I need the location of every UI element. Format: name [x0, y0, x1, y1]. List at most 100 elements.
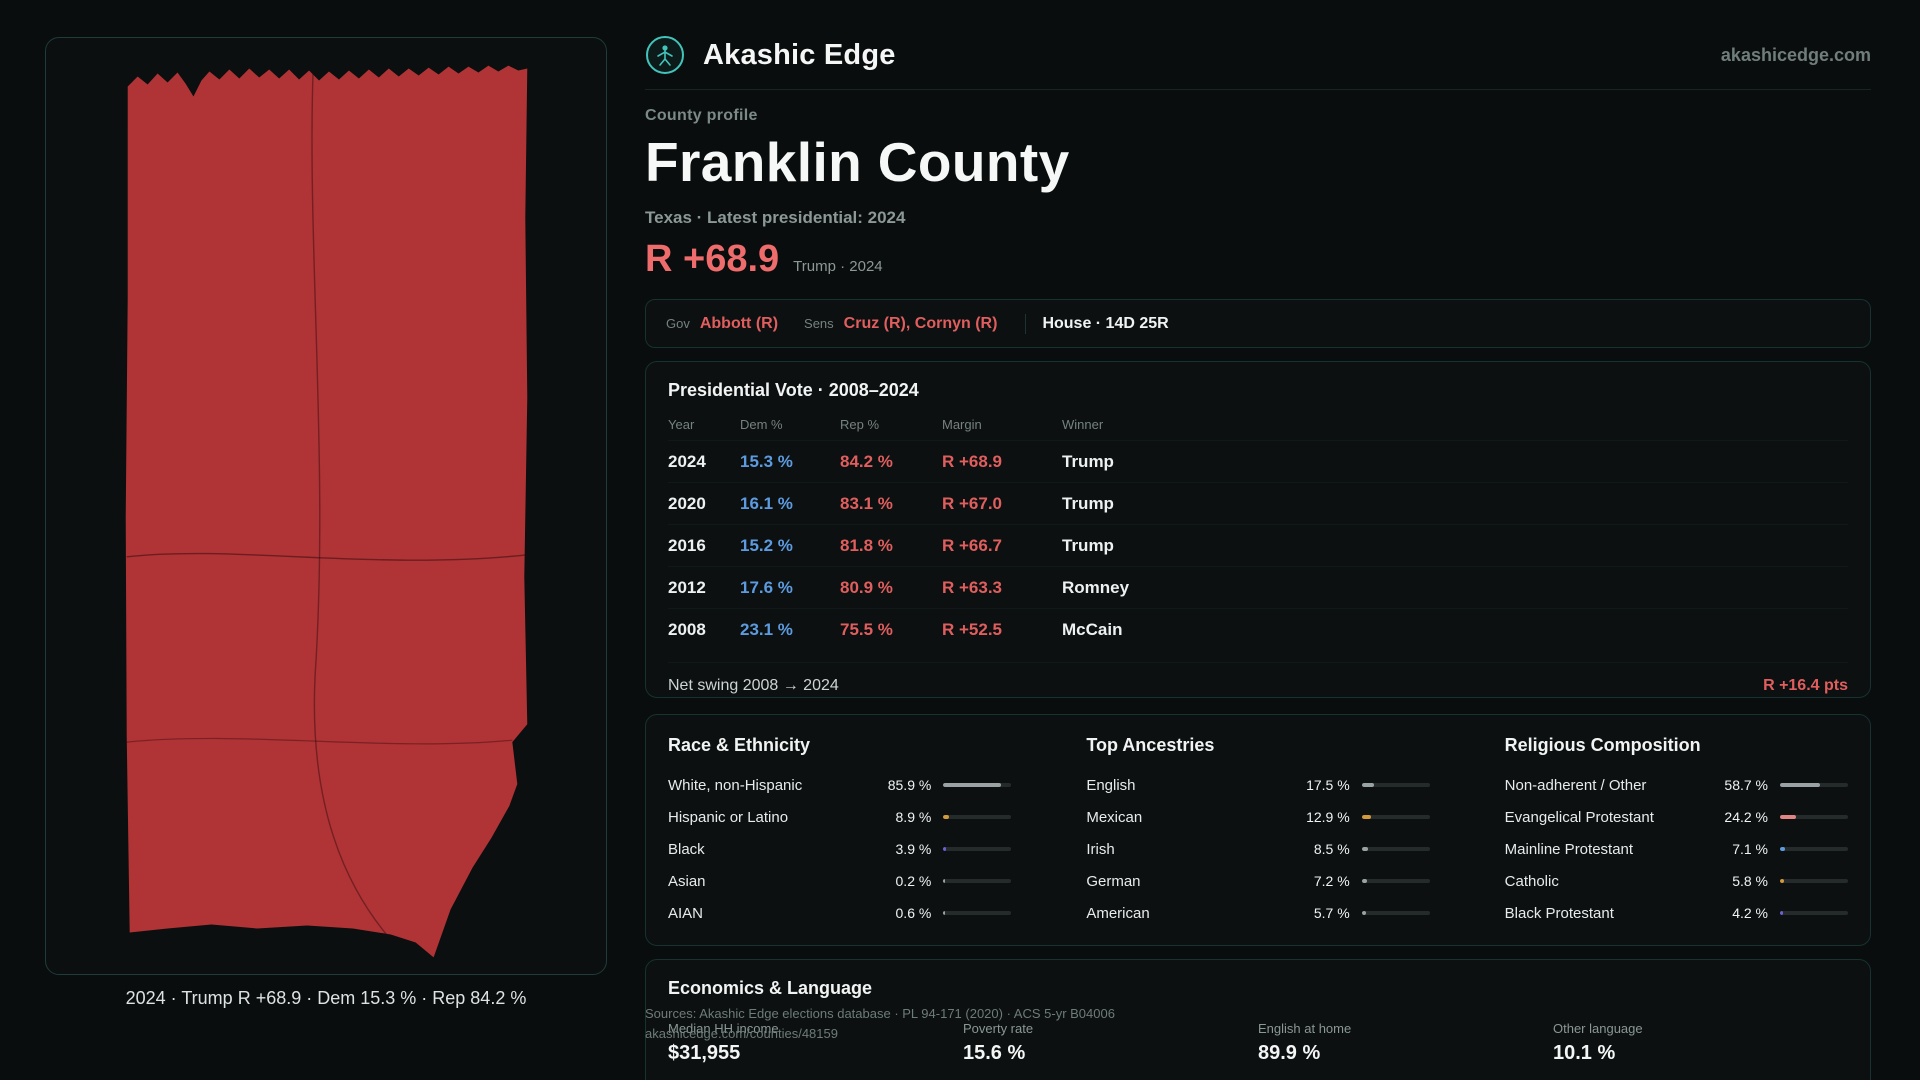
vote-cell-dem: 15.3 % — [740, 451, 793, 471]
demographics-bar — [943, 783, 1012, 787]
net-swing-value: R +16.4 pts — [1763, 677, 1848, 694]
demographics-column-title: Top Ancestries — [1086, 735, 1215, 755]
site-link[interactable]: akashicedge.com — [1720, 44, 1871, 65]
vote-cell-dem: 15.2 % — [740, 535, 793, 555]
demographics-label: Black Protestant — [1504, 904, 1614, 922]
vote-cell-winner: Romney — [1062, 577, 1130, 597]
demographics-value: 4.2 % — [1732, 905, 1768, 921]
vote-table-row: 2008 23.1 % 75.5 % R +52.5 McCain — [668, 608, 1848, 650]
demographics-value: 24.2 % — [1724, 809, 1768, 825]
demographics-row: Hispanic or Latino 8.9 % — [668, 801, 1012, 833]
demographics-label: German — [1086, 872, 1141, 890]
vote-cell-winner: Trump — [1062, 535, 1114, 555]
demographics-value: 3.9 % — [895, 841, 932, 857]
headline-margin: R +68.9 Trump · 2024 — [645, 238, 883, 281]
demographics-value: 8.9 % — [895, 809, 932, 825]
sources-line: Sources: Akashic Edge elections database… — [645, 1006, 1115, 1021]
vote-cell-rep: 80.9 % — [840, 577, 893, 597]
vote-cell-margin: R +52.5 — [942, 619, 1003, 639]
page-title: Franklin County — [645, 131, 1070, 193]
econ-stat-label: English at home — [1258, 1021, 1352, 1036]
vote-column-label: Dem % — [740, 417, 783, 432]
margin-value: R +68.9 — [645, 238, 780, 280]
vote-table-row: 2024 15.3 % 84.2 % R +68.9 Trump — [668, 440, 1848, 482]
officials-divider — [1025, 313, 1027, 334]
vote-cell-rep: 75.5 % — [840, 619, 893, 639]
demographics-bar — [1361, 911, 1430, 915]
demographics-row: German 7.2 % — [1086, 865, 1430, 897]
vote-table-row: 2020 16.1 % 83.1 % R +67.0 Trump — [668, 482, 1848, 524]
gov-label: Gov — [666, 316, 690, 331]
demographics-value: 58.7 % — [1724, 777, 1768, 793]
demographics-bar — [1780, 815, 1848, 819]
site-header: Akashic Edge akashicedge.com — [645, 33, 1871, 77]
econ-stat: Other language 10.1 % — [1553, 1021, 1848, 1065]
net-swing-label: Net swing 2008 → 2024 — [668, 677, 839, 694]
vote-column-label: Winner — [1062, 417, 1104, 432]
demographics-bar — [1361, 879, 1430, 883]
header-divider — [645, 89, 1871, 90]
vote-cell-margin: R +67.0 — [942, 493, 1003, 513]
vote-cell-rep: 81.8 % — [840, 535, 893, 555]
officials-bar: Gov Abbott (R) Sens Cruz (R), Cornyn (R)… — [645, 299, 1871, 348]
demographics-value: 85.9 % — [887, 777, 932, 793]
gov-value: Abbott (R) — [699, 314, 779, 332]
demographics-label: Mexican — [1086, 808, 1143, 826]
county-map — [125, 65, 528, 958]
demographics-label: Asian — [668, 872, 706, 890]
demographics-column: Race & Ethnicity White, non-Hispanic 85.9 … — [668, 735, 1012, 929]
demographics-label: English — [1086, 776, 1136, 794]
demographics-row: AIAN 0.6 % — [668, 897, 1012, 929]
econ-stat-label: Median HH income — [668, 1021, 779, 1036]
vote-cell-margin: R +63.3 — [942, 577, 1003, 597]
vote-cell-rep: 83.1 % — [840, 493, 893, 513]
demographics-row: English 17.5 % — [1086, 769, 1430, 801]
demographics-label: Irish — [1086, 840, 1115, 858]
demographics-row: Black 3.9 % — [668, 833, 1012, 865]
demographics-label: Mainline Protestant — [1504, 840, 1634, 858]
demographics-column: Religious Composition Non-adherent / Othe… — [1505, 735, 1848, 929]
demographics-label: Evangelical Protestant — [1504, 808, 1654, 826]
vote-cell-year: 2012 — [668, 577, 706, 597]
county-map-panel — [45, 37, 607, 975]
brand-logo-icon — [646, 36, 684, 74]
vote-cell-winner: Trump — [1062, 451, 1114, 471]
county-internal-line — [126, 737, 513, 745]
vote-column-label: Margin — [942, 417, 982, 432]
demographics-value: 8.5 % — [1313, 841, 1350, 857]
demographics-value: 12.9 % — [1306, 809, 1350, 825]
demographics-bar — [943, 847, 1012, 851]
vote-cell-dem: 16.1 % — [740, 493, 793, 513]
map-caption: 2024 · Trump R +68.9 · Dem 15.3 % · Rep … — [125, 988, 527, 1008]
vote-table-row: 2016 15.2 % 81.8 % R +66.7 Trump — [668, 524, 1848, 566]
vote-cell-year: 2024 — [668, 451, 706, 471]
econ-stat-value: 15.6 % — [963, 1042, 1026, 1064]
demographics-label: Hispanic or Latino — [668, 808, 789, 826]
demographics-value: 0.6 % — [895, 905, 932, 921]
demographics-bar — [1780, 847, 1848, 851]
page-subtitle: Texas · Latest presidential: 2024 — [645, 208, 906, 227]
econ-stat-value: $31,955 — [668, 1042, 741, 1064]
demographics-label: American — [1086, 904, 1150, 922]
vote-column-label: Year — [668, 417, 695, 432]
demographics-label: Catholic — [1504, 872, 1559, 890]
demographics-column-title: Religious Composition — [1504, 735, 1701, 755]
sources-county-link[interactable]: akashicedge.com/counties/48159 — [645, 1026, 838, 1041]
demographics-bar — [943, 911, 1012, 915]
county-internal-line — [311, 72, 391, 939]
demographics-bar — [1361, 847, 1430, 851]
demographics-row: Black Protestant 4.2 % — [1505, 897, 1848, 929]
econ-stat-label: Other language — [1553, 1021, 1643, 1036]
demographics-bar — [1780, 879, 1848, 883]
county-shape[interactable] — [125, 65, 528, 958]
econ-stat-label: Poverty rate — [963, 1021, 1034, 1036]
demographics-value: 7.2 % — [1313, 873, 1350, 889]
brand-name: Akashic Edge — [703, 38, 896, 71]
econ-stat: Median HH income $31,955 — [668, 1021, 963, 1065]
demographics-bar — [1361, 783, 1430, 787]
demographics-row: Asian 0.2 % — [668, 865, 1012, 897]
demographics-card demographics-grid: Race & Ethnicity White, non-Hispanic 85.9 … — [645, 714, 1871, 946]
demographics-column-title: Race & Ethnicity — [668, 735, 811, 755]
demographics-row: Mainline Protestant 7.1 % — [1505, 833, 1848, 865]
demographics-value: 5.8 % — [1732, 873, 1768, 889]
